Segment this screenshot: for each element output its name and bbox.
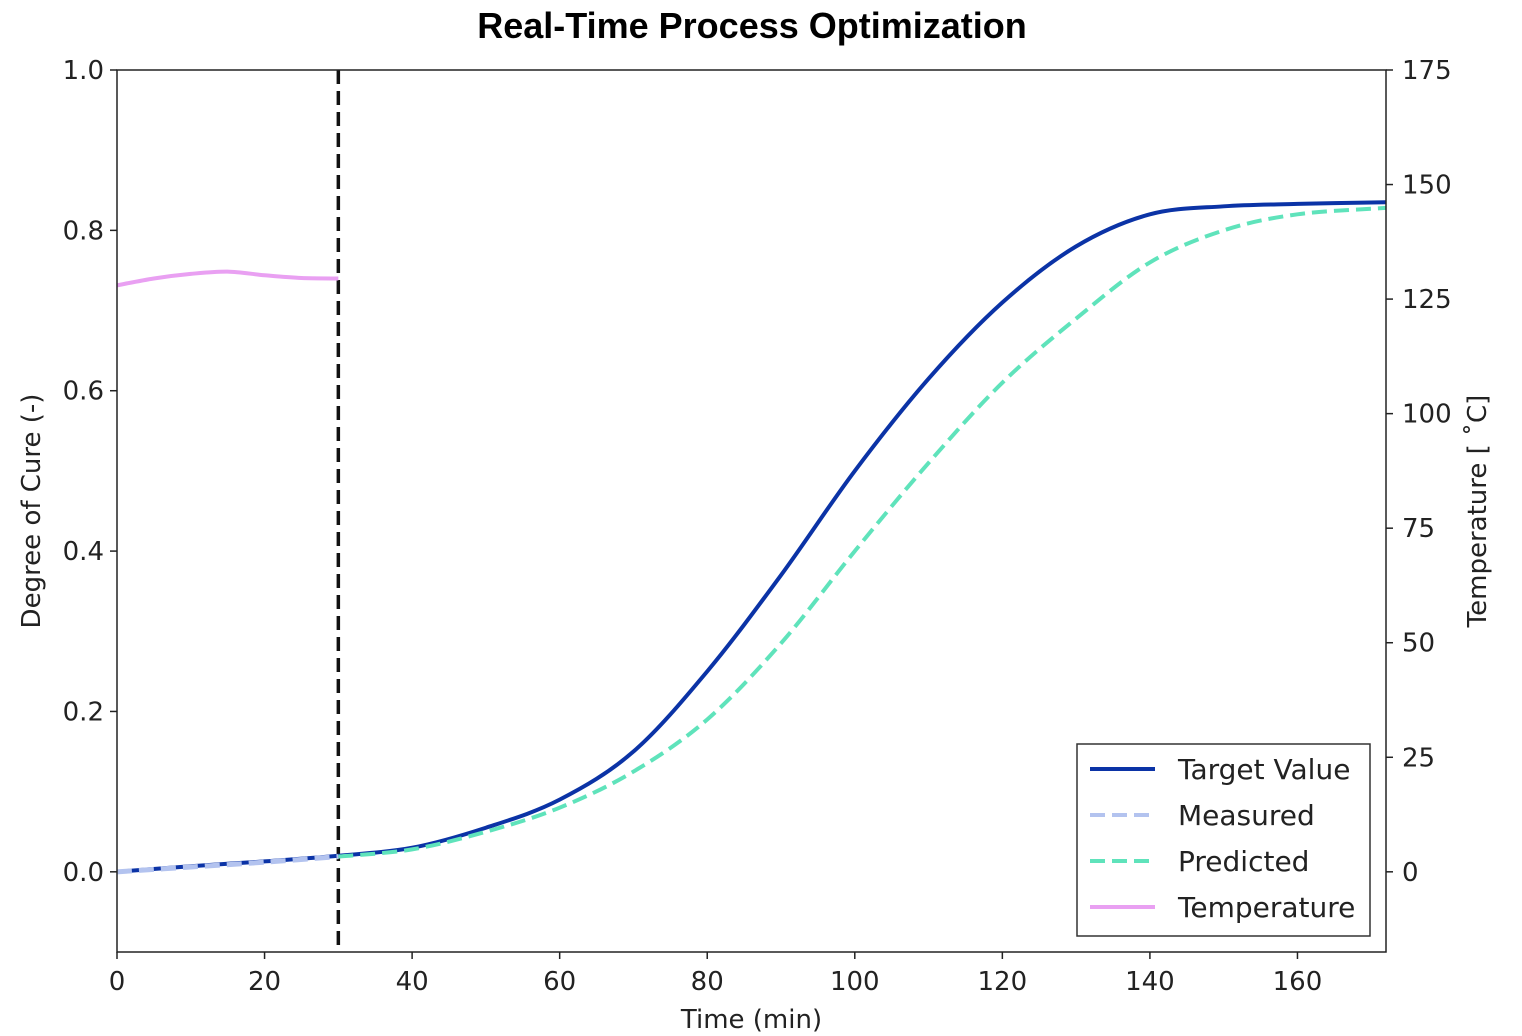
legend-box — [1076, 743, 1371, 937]
y-tick-label: 0.2 — [63, 697, 104, 727]
legend: Target Value Measured Predicted Temperature — [1076, 743, 1371, 937]
y2-axis-label: Temperature [ ˚C] — [1463, 395, 1493, 629]
plot-frame — [116, 69, 1387, 953]
series-layer — [116, 200, 1387, 875]
y-tick-label: 1.0 — [63, 56, 104, 86]
x-tick-label: 100 — [830, 967, 880, 997]
series-line-measured — [116, 854, 339, 875]
y2-tick-label: 125 — [1402, 285, 1452, 315]
y2-tick-label: 150 — [1402, 171, 1452, 201]
series-line-temperature — [116, 269, 339, 288]
y-tick-label: 0.8 — [63, 216, 104, 246]
chart-title: Real-Time Process Optimization — [477, 5, 1027, 46]
x-tick-label: 80 — [691, 967, 724, 997]
axes-layer: 0 20 40 60 80 100 120 140 160 0.0 0.2 0.4 0.6 0.8 1.0 0… — [63, 56, 1452, 997]
legend-label: Target Value — [1177, 753, 1350, 786]
x-tick-label: 40 — [396, 967, 429, 997]
y2-tick-label: 175 — [1402, 56, 1452, 86]
x-tick-label: 0 — [109, 967, 126, 997]
legend-label: Predicted — [1178, 845, 1309, 878]
y-axis-label: Degree of Cure (-) — [17, 394, 47, 629]
y2-tick-label: 75 — [1402, 514, 1435, 544]
x-tick-label: 140 — [1125, 967, 1175, 997]
series-line-predicted — [338, 205, 1387, 859]
x-tick-label: 60 — [543, 967, 576, 997]
y-tick-label: 0.6 — [63, 377, 104, 407]
x-tick-label: 20 — [248, 967, 281, 997]
y2-tick-label: 25 — [1402, 743, 1435, 773]
y2-tick-label: 0 — [1402, 858, 1419, 888]
x-tick-label: 120 — [978, 967, 1028, 997]
legend-label: Temperature — [1177, 891, 1355, 924]
y2-tick-label: 50 — [1402, 629, 1435, 659]
y-tick-label: 0.0 — [63, 858, 104, 888]
x-axis-label: Time (min) — [680, 1005, 822, 1035]
y2-tick-label: 100 — [1402, 400, 1452, 430]
legend-label: Measured — [1178, 799, 1315, 832]
y-tick-label: 0.4 — [63, 537, 104, 567]
x-tick-label: 160 — [1273, 967, 1323, 997]
